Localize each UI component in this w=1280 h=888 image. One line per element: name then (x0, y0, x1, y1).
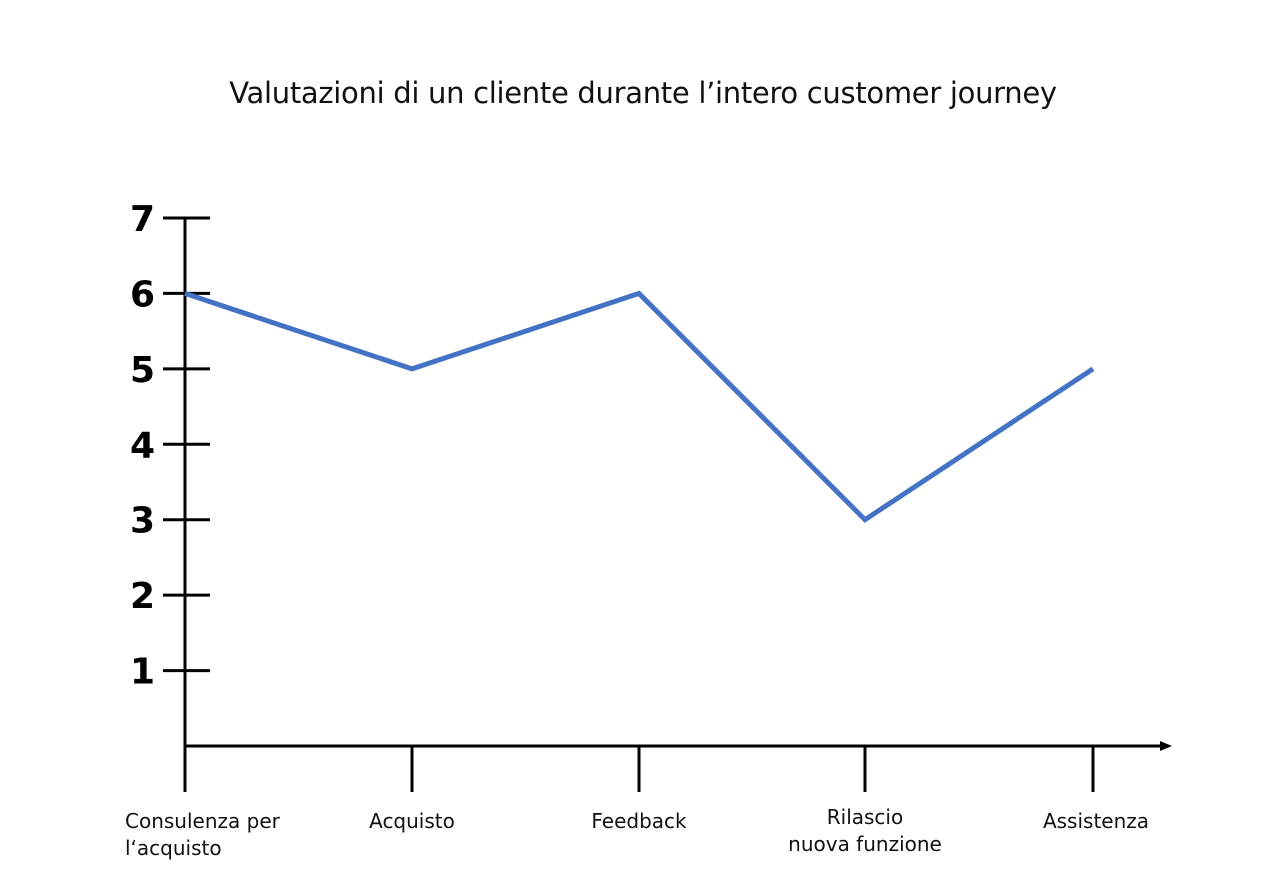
x-tick-label: Assistenza (1043, 809, 1149, 833)
x-tick-label: Acquisto (369, 809, 455, 833)
y-tick-label: 7 (130, 199, 155, 240)
y-tick-label: 6 (130, 274, 155, 315)
y-tick-label: 4 (130, 425, 155, 466)
x-tick-label: Consulenza per (125, 809, 281, 833)
x-tick-label: l‘acquisto (125, 836, 222, 860)
y-tick-label: 1 (130, 652, 155, 693)
x-tick-label: Feedback (591, 809, 687, 833)
chart-title: Valutazioni di un cliente durante l’inte… (229, 76, 1057, 110)
y-tick-label: 5 (130, 350, 155, 391)
y-tick-label: 2 (130, 576, 155, 617)
series-line (184, 290, 1095, 523)
y-tick-label: 3 (130, 501, 155, 542)
x-tick-label: Rilascio (827, 805, 903, 829)
x-tick-label: nuova funzione (788, 832, 942, 856)
x-axis-arrow-icon (1160, 741, 1172, 751)
